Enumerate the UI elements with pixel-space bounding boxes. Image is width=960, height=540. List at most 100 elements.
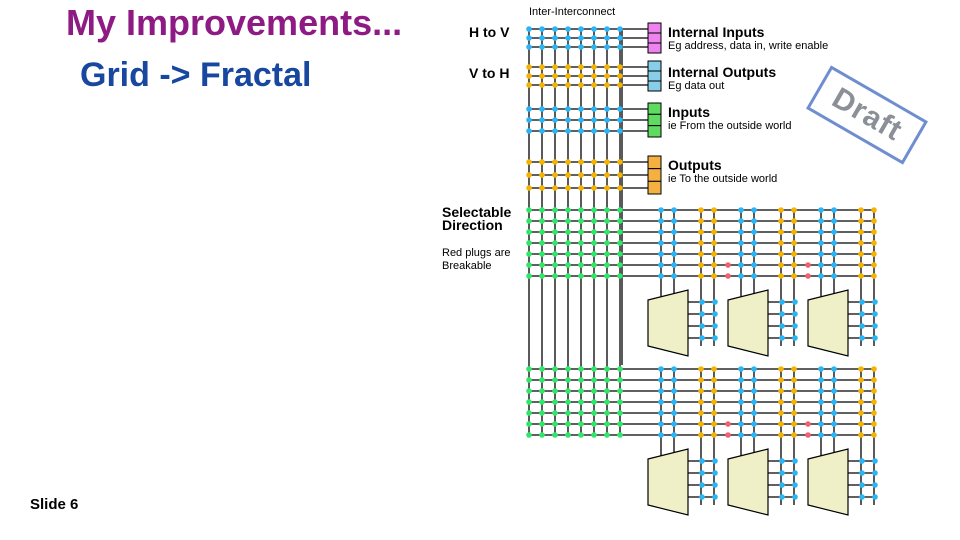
bundle-plug [604, 44, 610, 50]
grid-plug-green [552, 399, 558, 405]
grid-plug [778, 388, 784, 394]
grid-plug [698, 410, 704, 416]
grid-plug-green [591, 218, 597, 224]
grid-plug [671, 273, 677, 279]
legend-box-cell [647, 42, 662, 54]
block-plug [712, 458, 718, 464]
block-plug [779, 311, 785, 317]
bundle-plug [552, 64, 558, 70]
grid-plug-green [604, 366, 610, 372]
grid-plug [698, 377, 704, 383]
grid-plug [658, 218, 664, 224]
bundle-plug [526, 172, 532, 178]
grid-plug [858, 410, 864, 416]
grid-plug [791, 432, 797, 438]
grid-plug [871, 207, 877, 213]
grid-plug [831, 421, 837, 427]
grid-plug [858, 218, 864, 224]
block-plug [712, 494, 718, 500]
grid-plug [858, 421, 864, 427]
grid-plug-green [552, 218, 558, 224]
grid-plug-green [617, 399, 623, 405]
grid-plug [738, 421, 744, 427]
grid-plug-green [591, 251, 597, 257]
bundle-plug [539, 73, 545, 79]
grid-plug-green [552, 229, 558, 235]
block-plug [859, 458, 865, 464]
bundle-plug [526, 117, 532, 123]
grid-plug [751, 240, 757, 246]
grid-plug [858, 251, 864, 257]
grid-plug [671, 432, 677, 438]
grid-plug-green [539, 410, 545, 416]
bundle-plug [552, 73, 558, 79]
grid-plug-green [604, 240, 610, 246]
block-plug [699, 482, 705, 488]
grid-plug [751, 421, 757, 427]
bundle-plug [591, 117, 597, 123]
grid-plug [658, 388, 664, 394]
bundle-plug [604, 64, 610, 70]
grid-plug-green [552, 366, 558, 372]
grid-plug-green [565, 207, 571, 213]
bundle-plug [552, 185, 558, 191]
grid-plug [858, 262, 864, 268]
grid-plug-green [539, 218, 545, 224]
bundle-plug [617, 64, 623, 70]
grid-plug [871, 377, 877, 383]
grid-plug [738, 207, 744, 213]
block-plug [779, 299, 785, 305]
legend-box-cell [647, 168, 662, 182]
legend-desc-internal-outputs: Eg data out [668, 80, 725, 92]
legend-box-cell [647, 125, 662, 138]
grid-plug [711, 410, 717, 416]
legend-box-cell [647, 22, 662, 34]
grid-plug-green [552, 273, 558, 279]
grid-plug-green [617, 432, 623, 438]
grid-plug-green [526, 366, 532, 372]
grid-plug [658, 399, 664, 405]
grid-plug [858, 388, 864, 394]
bundle-plug [578, 106, 584, 112]
grid-plug-green [565, 421, 571, 427]
block-plug [792, 311, 798, 317]
grid-plug-green [591, 432, 597, 438]
grid-plug-green [565, 251, 571, 257]
grid-plug-green [591, 410, 597, 416]
grid-plug [778, 410, 784, 416]
block-plug [712, 335, 718, 341]
v-to-h-label: V to H [469, 65, 510, 81]
bundle-plug [539, 82, 545, 88]
grid-plug-green [526, 207, 532, 213]
grid-plug [818, 377, 824, 383]
grid-plug-green [552, 240, 558, 246]
grid-plug-green [617, 251, 623, 257]
bundle-plug [604, 73, 610, 79]
block-layer [647, 289, 849, 516]
grid-plug [858, 240, 864, 246]
grid-plug-green [539, 240, 545, 246]
bundle-plug [591, 185, 597, 191]
grid-plug [831, 273, 837, 279]
grid-plug [751, 399, 757, 405]
grid-plug [698, 218, 704, 224]
bundle-plug [591, 159, 597, 165]
h-to-v-label: H to V [469, 24, 510, 40]
grid-plug [831, 262, 837, 268]
grid-plug [698, 421, 704, 427]
slide-number: Slide 6 [30, 496, 79, 513]
bundle-plug [591, 128, 597, 134]
grid-plug [738, 240, 744, 246]
processing-block [647, 448, 689, 516]
bundle-plug [565, 82, 571, 88]
bundle-plug [565, 73, 571, 79]
grid-plug-green [539, 251, 545, 257]
bundle-plug [604, 128, 610, 134]
breakable-plug [725, 273, 731, 279]
block-plug [699, 311, 705, 317]
grid-plug-green [604, 251, 610, 257]
grid-plug [818, 218, 824, 224]
processing-block [727, 289, 769, 357]
grid-plug-green [591, 240, 597, 246]
breakable-plug [805, 432, 811, 438]
